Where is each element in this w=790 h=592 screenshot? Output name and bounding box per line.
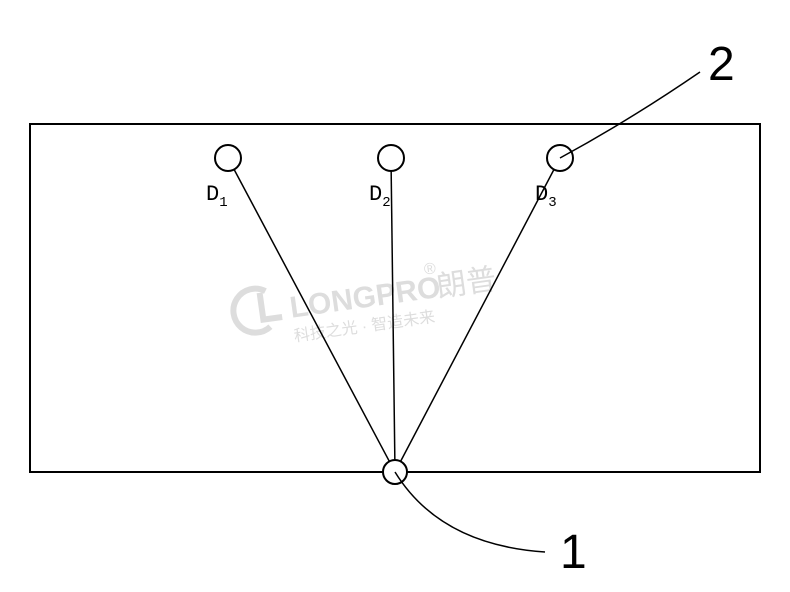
label-d3: D3: [535, 182, 557, 211]
label-d2: D2: [369, 182, 391, 211]
point-d2: [378, 145, 404, 171]
callout-1-leader: [395, 472, 545, 552]
top-points-group: [215, 145, 573, 171]
callout-1-text: 1: [560, 526, 587, 579]
callouts-group: 2 1: [395, 38, 735, 579]
watermark-logo-ring: [231, 286, 281, 336]
labels-group: D1 D2 D3: [206, 182, 557, 211]
label-d1: D1: [206, 182, 228, 211]
watermark: LONGPRO ® 朗普 科技之光 · 智造未来: [230, 252, 501, 353]
point-d1: [215, 145, 241, 171]
diagram-svg: LONGPRO ® 朗普 科技之光 · 智造未来 D1 D2 D3 2 1: [0, 0, 790, 592]
callout-2-leader: [560, 72, 700, 158]
watermark-cn: 朗普: [434, 263, 498, 304]
callout-2-text: 2: [708, 38, 735, 91]
